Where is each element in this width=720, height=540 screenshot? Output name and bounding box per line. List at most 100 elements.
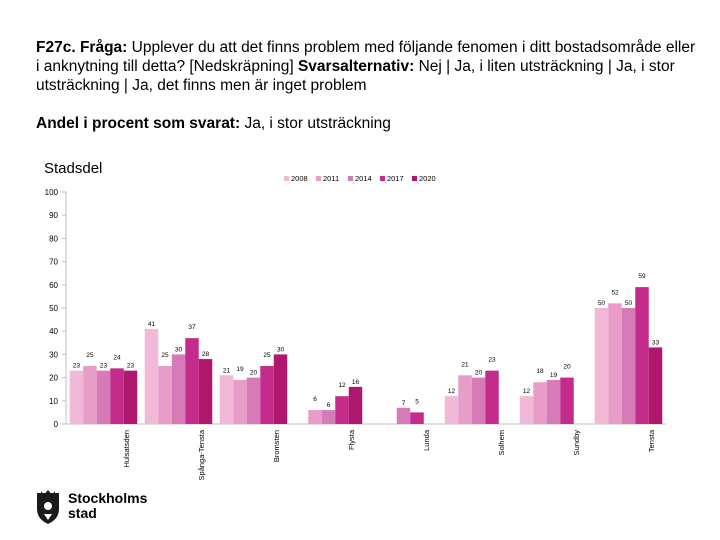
y-tick-label: 60 (49, 281, 58, 290)
bar-data-label: 20 (250, 370, 258, 377)
x-tick-label: Sundby (572, 430, 581, 456)
question-code: F27c. (36, 39, 76, 56)
y-tick-label: 40 (49, 327, 58, 336)
bar (635, 287, 649, 424)
alternatives-text: Nej | Ja, i liten utsträckning | Ja, i s… (36, 58, 675, 94)
bar (410, 412, 424, 424)
bar-data-label: 7 (402, 400, 406, 407)
bar-data-label: 25 (161, 352, 169, 359)
question-title: F27c. Fråga: Upplever du att det finns p… (36, 38, 696, 95)
y-tick-label: 10 (49, 397, 58, 406)
bar-data-label: 30 (277, 346, 285, 353)
legend-label: 2017 (387, 174, 404, 183)
legend-swatch (316, 176, 321, 181)
bar-data-label: 25 (263, 352, 271, 359)
bar-data-label: 16 (352, 379, 360, 386)
logo-text: Stockholms stad (68, 491, 147, 521)
bar (348, 386, 363, 424)
bar-data-label: 23 (100, 363, 108, 370)
bar-data-label: 28 (202, 351, 210, 358)
bar-data-label: 23 (127, 363, 135, 370)
share-text: Ja, i stor utsträckning (244, 115, 391, 132)
bar (485, 370, 499, 424)
x-tick-label: Hulsatsden (122, 430, 131, 468)
logo-line1: Stockholms (68, 490, 148, 506)
x-tick-label: Flysta (347, 429, 356, 450)
y-tick-label: 50 (49, 304, 58, 313)
bar (185, 338, 199, 424)
bar-data-label: 6 (313, 396, 317, 403)
x-tick-label: Lunda (422, 429, 431, 451)
bar (233, 379, 247, 424)
bar-data-label: 19 (236, 366, 244, 373)
question-label: Fråga: (79, 39, 128, 56)
bar (648, 347, 663, 424)
bar (273, 354, 288, 424)
bar-data-label: 23 (73, 363, 81, 370)
y-tick-label: 80 (49, 234, 58, 243)
bar (335, 396, 349, 424)
bar-data-label: 30 (175, 346, 183, 353)
share-subtitle: Andel i procent som svarat: Ja, i stor u… (36, 114, 391, 133)
bar (69, 370, 84, 424)
bar (260, 366, 274, 424)
bar (158, 366, 172, 424)
chart-title: Stadsdel (44, 160, 103, 177)
legend-swatch (412, 176, 417, 181)
bar (608, 303, 622, 424)
bar (546, 379, 561, 424)
bar-data-label: 21 (223, 367, 231, 374)
bar-data-label: 37 (188, 324, 196, 331)
bar-data-label: 50 (625, 300, 633, 307)
bar (246, 377, 261, 424)
legend-swatch (380, 176, 385, 181)
bar-data-label: 41 (148, 321, 156, 328)
bar-data-label: 52 (611, 289, 619, 296)
legend-swatch (348, 176, 353, 181)
legend-swatch (284, 176, 289, 181)
bar (471, 377, 486, 424)
legend-label: 2014 (355, 174, 372, 183)
bar (219, 375, 234, 424)
legend-label: 2020 (419, 174, 436, 183)
bar (444, 396, 459, 424)
bar (621, 308, 636, 424)
bar (96, 370, 111, 424)
bar (519, 396, 534, 424)
city-crest-icon (37, 490, 59, 524)
bar-data-label: 18 (536, 368, 544, 375)
bar (533, 382, 547, 424)
bar-data-label: 50 (598, 300, 606, 307)
question-text: Upplever du att det finns problem med fö… (36, 39, 696, 75)
x-tick-label: Bromsten (272, 430, 281, 462)
bar-data-label: 6 (327, 402, 331, 409)
bar (458, 375, 472, 424)
bar-data-label: 21 (461, 361, 469, 368)
bar-data-label: 5 (415, 398, 419, 405)
x-tick-label: Tensta (647, 429, 656, 452)
logo-line2: stad (68, 505, 97, 521)
legend-label: 2011 (323, 174, 339, 183)
bar-data-label: 59 (638, 273, 646, 280)
bar (321, 410, 336, 424)
bar (123, 370, 138, 424)
y-tick-label: 70 (49, 258, 58, 267)
x-tick-label: Spånga-Tensta (197, 429, 206, 480)
x-tick-label: Solhem (497, 430, 506, 455)
bar-data-label: 24 (113, 354, 121, 361)
bar-data-label: 25 (86, 352, 94, 359)
bar-data-label: 33 (652, 339, 660, 346)
bar (594, 308, 609, 424)
bar (308, 410, 322, 424)
alternatives-label: Svarsalternativ: (297, 58, 415, 75)
bar-data-label: 20 (475, 370, 483, 377)
bar (144, 328, 159, 424)
bar (560, 377, 574, 424)
y-tick-label: 0 (54, 420, 59, 429)
share-label: Andel i procent som svarat: (36, 115, 241, 132)
y-tick-label: 90 (49, 211, 58, 220)
bar-data-label: 23 (488, 357, 496, 364)
bar-data-label: 12 (448, 388, 456, 395)
bar-data-label: 20 (563, 364, 571, 371)
